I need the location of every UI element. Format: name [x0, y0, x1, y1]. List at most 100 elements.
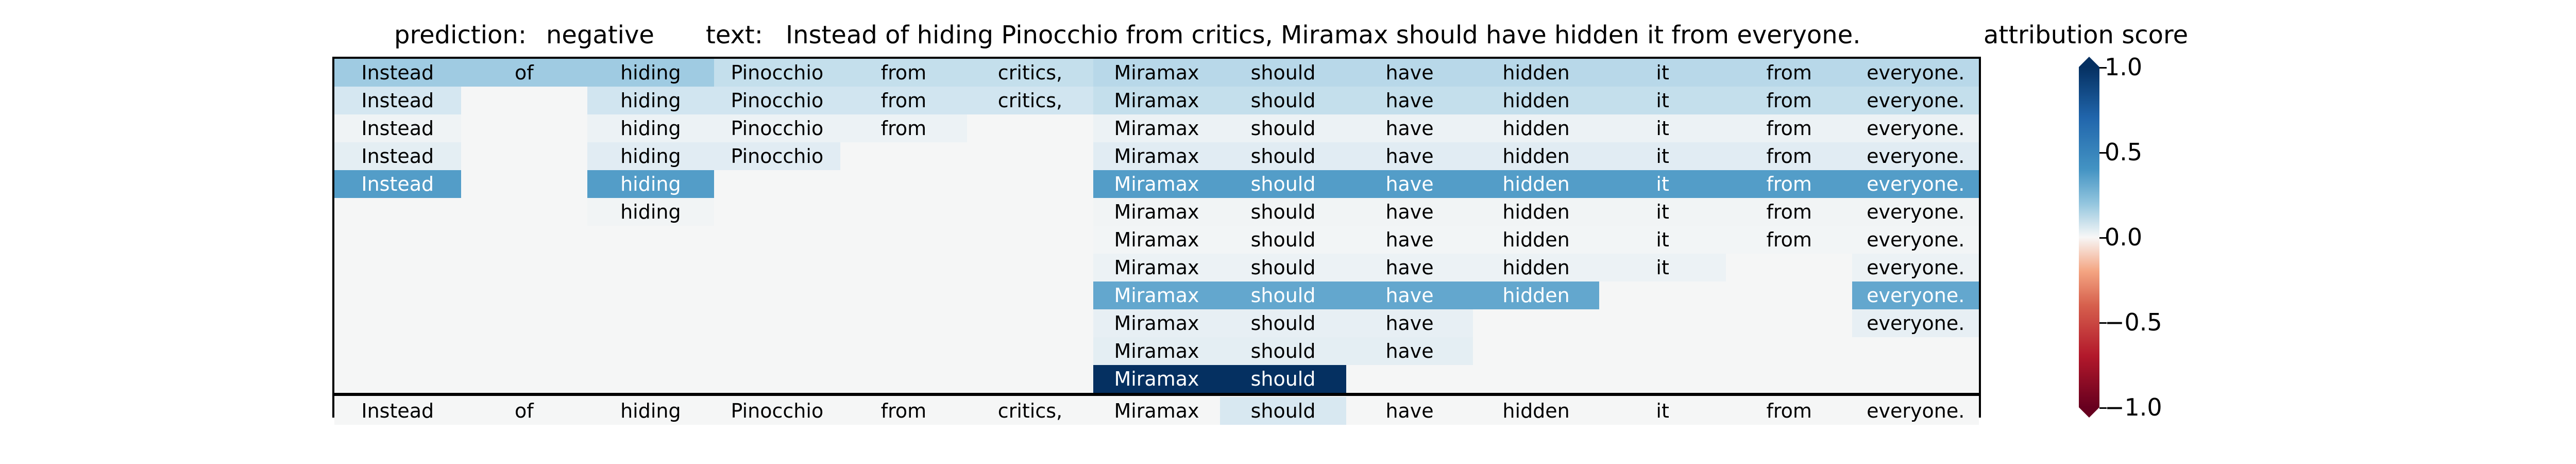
- heatmap-cell: [1473, 309, 1600, 337]
- heatmap-cell: Miramax: [1093, 87, 1220, 114]
- heatmap-cell: it: [1599, 170, 1726, 198]
- colorbar-bottom-arrow: [2079, 407, 2099, 418]
- heatmap-cell: everyone.: [1852, 59, 1979, 87]
- heatmap-cell: [967, 281, 1094, 309]
- heatmap-cell: [714, 337, 841, 365]
- heatmap-cell: everyone.: [1852, 170, 1979, 198]
- heatmap-cell: Pinocchio: [714, 87, 841, 114]
- heatmap-cell: [967, 337, 1094, 365]
- heatmap-cell: it: [1599, 226, 1726, 254]
- heatmap-cell: [334, 365, 461, 393]
- heatmap-cell: hiding: [587, 198, 714, 226]
- heatmap-cell: Miramax: [1093, 114, 1220, 142]
- heatmap-cell: [461, 170, 588, 198]
- heatmap-cell: from: [840, 59, 967, 87]
- heatmap-cell: have: [1346, 226, 1473, 254]
- heatmap-cell: Instead: [334, 59, 461, 87]
- heatmap-cell: have: [1346, 87, 1473, 114]
- heatmap-cell: everyone.: [1852, 142, 1979, 170]
- heatmap-cell: Instead: [334, 142, 461, 170]
- heatmap-cell: everyone.: [1852, 198, 1979, 226]
- heatmap-cell: Miramax: [1093, 254, 1220, 281]
- heatmap-cell: [587, 365, 714, 393]
- colorbar-tick-label: −0.5: [2105, 308, 2162, 336]
- heatmap-cell: critics,: [967, 397, 1094, 425]
- attribution-heatmap: Instead of hiding Pinocchio from critics, Mira…: [332, 57, 1981, 425]
- heatmap-cell: hidden: [1472, 281, 1600, 309]
- heatmap-cell: have: [1346, 170, 1473, 198]
- heatmap-cell: Miramax: [1093, 170, 1220, 198]
- heatmap-cell: Pinocchio: [714, 114, 841, 142]
- text-value: Instead of hiding Pinocchio from critics…: [786, 21, 1861, 49]
- heatmap-cell: hidden: [1472, 142, 1600, 170]
- heatmap-cell: should: [1219, 142, 1347, 170]
- heatmap-cell: hiding: [587, 59, 714, 87]
- heatmap-cell: [461, 142, 588, 170]
- colorbar-tick-mark: [2099, 237, 2107, 239]
- heatmap-cell: [1599, 365, 1726, 393]
- heatmap-cell: it: [1599, 397, 1726, 425]
- heatmap-cell: [1726, 309, 1853, 337]
- heatmap-cell: have: [1346, 142, 1473, 170]
- colorbar-tick-label: 0.0: [2105, 223, 2143, 251]
- heatmap-cell: [334, 281, 461, 309]
- heatmap-cell: [1726, 281, 1853, 309]
- heatmap-cell: Miramax: [1093, 397, 1220, 425]
- chart-header: prediction: negative text: Instead of hi…: [335, 14, 2190, 56]
- heatmap-cell: everyone.: [1852, 87, 1979, 114]
- heatmap-cell: everyone.: [1852, 254, 1979, 281]
- heatmap-cell: hiding: [587, 114, 714, 142]
- heatmap-cell: [587, 226, 714, 254]
- heatmap-cell: [461, 281, 588, 309]
- heatmap-cell: [714, 170, 841, 198]
- heatmap-cell: everyone.: [1852, 309, 1979, 337]
- heatmap-cell: have: [1346, 114, 1473, 142]
- heatmap-cell: Miramax: [1093, 226, 1220, 254]
- heatmap-cell: [967, 365, 1094, 393]
- heatmap-cell: it: [1599, 114, 1726, 142]
- heatmap-cell: everyone.: [1852, 114, 1979, 142]
- colorbar-tick-label: −1.0: [2105, 393, 2162, 421]
- heatmap-cell: critics,: [967, 59, 1094, 87]
- heatmap-cell: [461, 254, 588, 281]
- heatmap-cell: [461, 226, 588, 254]
- heatmap-cell: [1473, 337, 1600, 365]
- heatmap-cell: [840, 281, 967, 309]
- heatmap-cell: [334, 198, 461, 226]
- heatmap-cell: hiding: [587, 397, 714, 425]
- colorbar-tick-mark: [2099, 152, 2107, 154]
- heatmap-cell: from: [1725, 142, 1853, 170]
- colorbar-top-arrow: [2079, 57, 2099, 67]
- heatmap-cell: everyone.: [1852, 226, 1979, 254]
- heatmap-cell: hidden: [1472, 170, 1600, 198]
- heatmap-cell: it: [1599, 87, 1726, 114]
- text-label: text:: [706, 21, 763, 49]
- heatmap-cell: [714, 226, 841, 254]
- heatmap-cell: [334, 254, 461, 281]
- heatmap-cell: [840, 198, 967, 226]
- heatmap-cell: [840, 365, 967, 393]
- heatmap-cell: hiding: [587, 170, 714, 198]
- colorbar-tick-mark: [2099, 407, 2107, 409]
- heatmap-cell: [967, 226, 1094, 254]
- heatmap-cell: [840, 142, 967, 170]
- heatmap-cell: critics,: [967, 87, 1094, 114]
- heatmap-cell: should: [1219, 309, 1347, 337]
- heatmap-cell: Instead: [334, 114, 461, 142]
- heatmap-cell: from: [1725, 397, 1853, 425]
- heatmap-cell: should: [1219, 114, 1347, 142]
- heatmap-cell: [461, 114, 588, 142]
- heatmap-cell: of: [461, 397, 588, 425]
- heatmap-cell: [1852, 365, 1979, 393]
- heatmap-cell: Pinocchio: [714, 59, 841, 87]
- heatmap-cell: [714, 309, 841, 337]
- heatmap-cell: from: [1725, 170, 1853, 198]
- heatmap-cell: Miramax: [1093, 198, 1220, 226]
- heatmap-cell: [587, 281, 714, 309]
- heatmap-cell: hidden: [1472, 254, 1600, 281]
- heatmap-cell: should: [1219, 226, 1347, 254]
- prediction-value: negative: [546, 21, 654, 49]
- heatmap-cell: [334, 337, 461, 365]
- heatmap-cell: [967, 309, 1094, 337]
- heatmap-cell: hidden: [1472, 226, 1600, 254]
